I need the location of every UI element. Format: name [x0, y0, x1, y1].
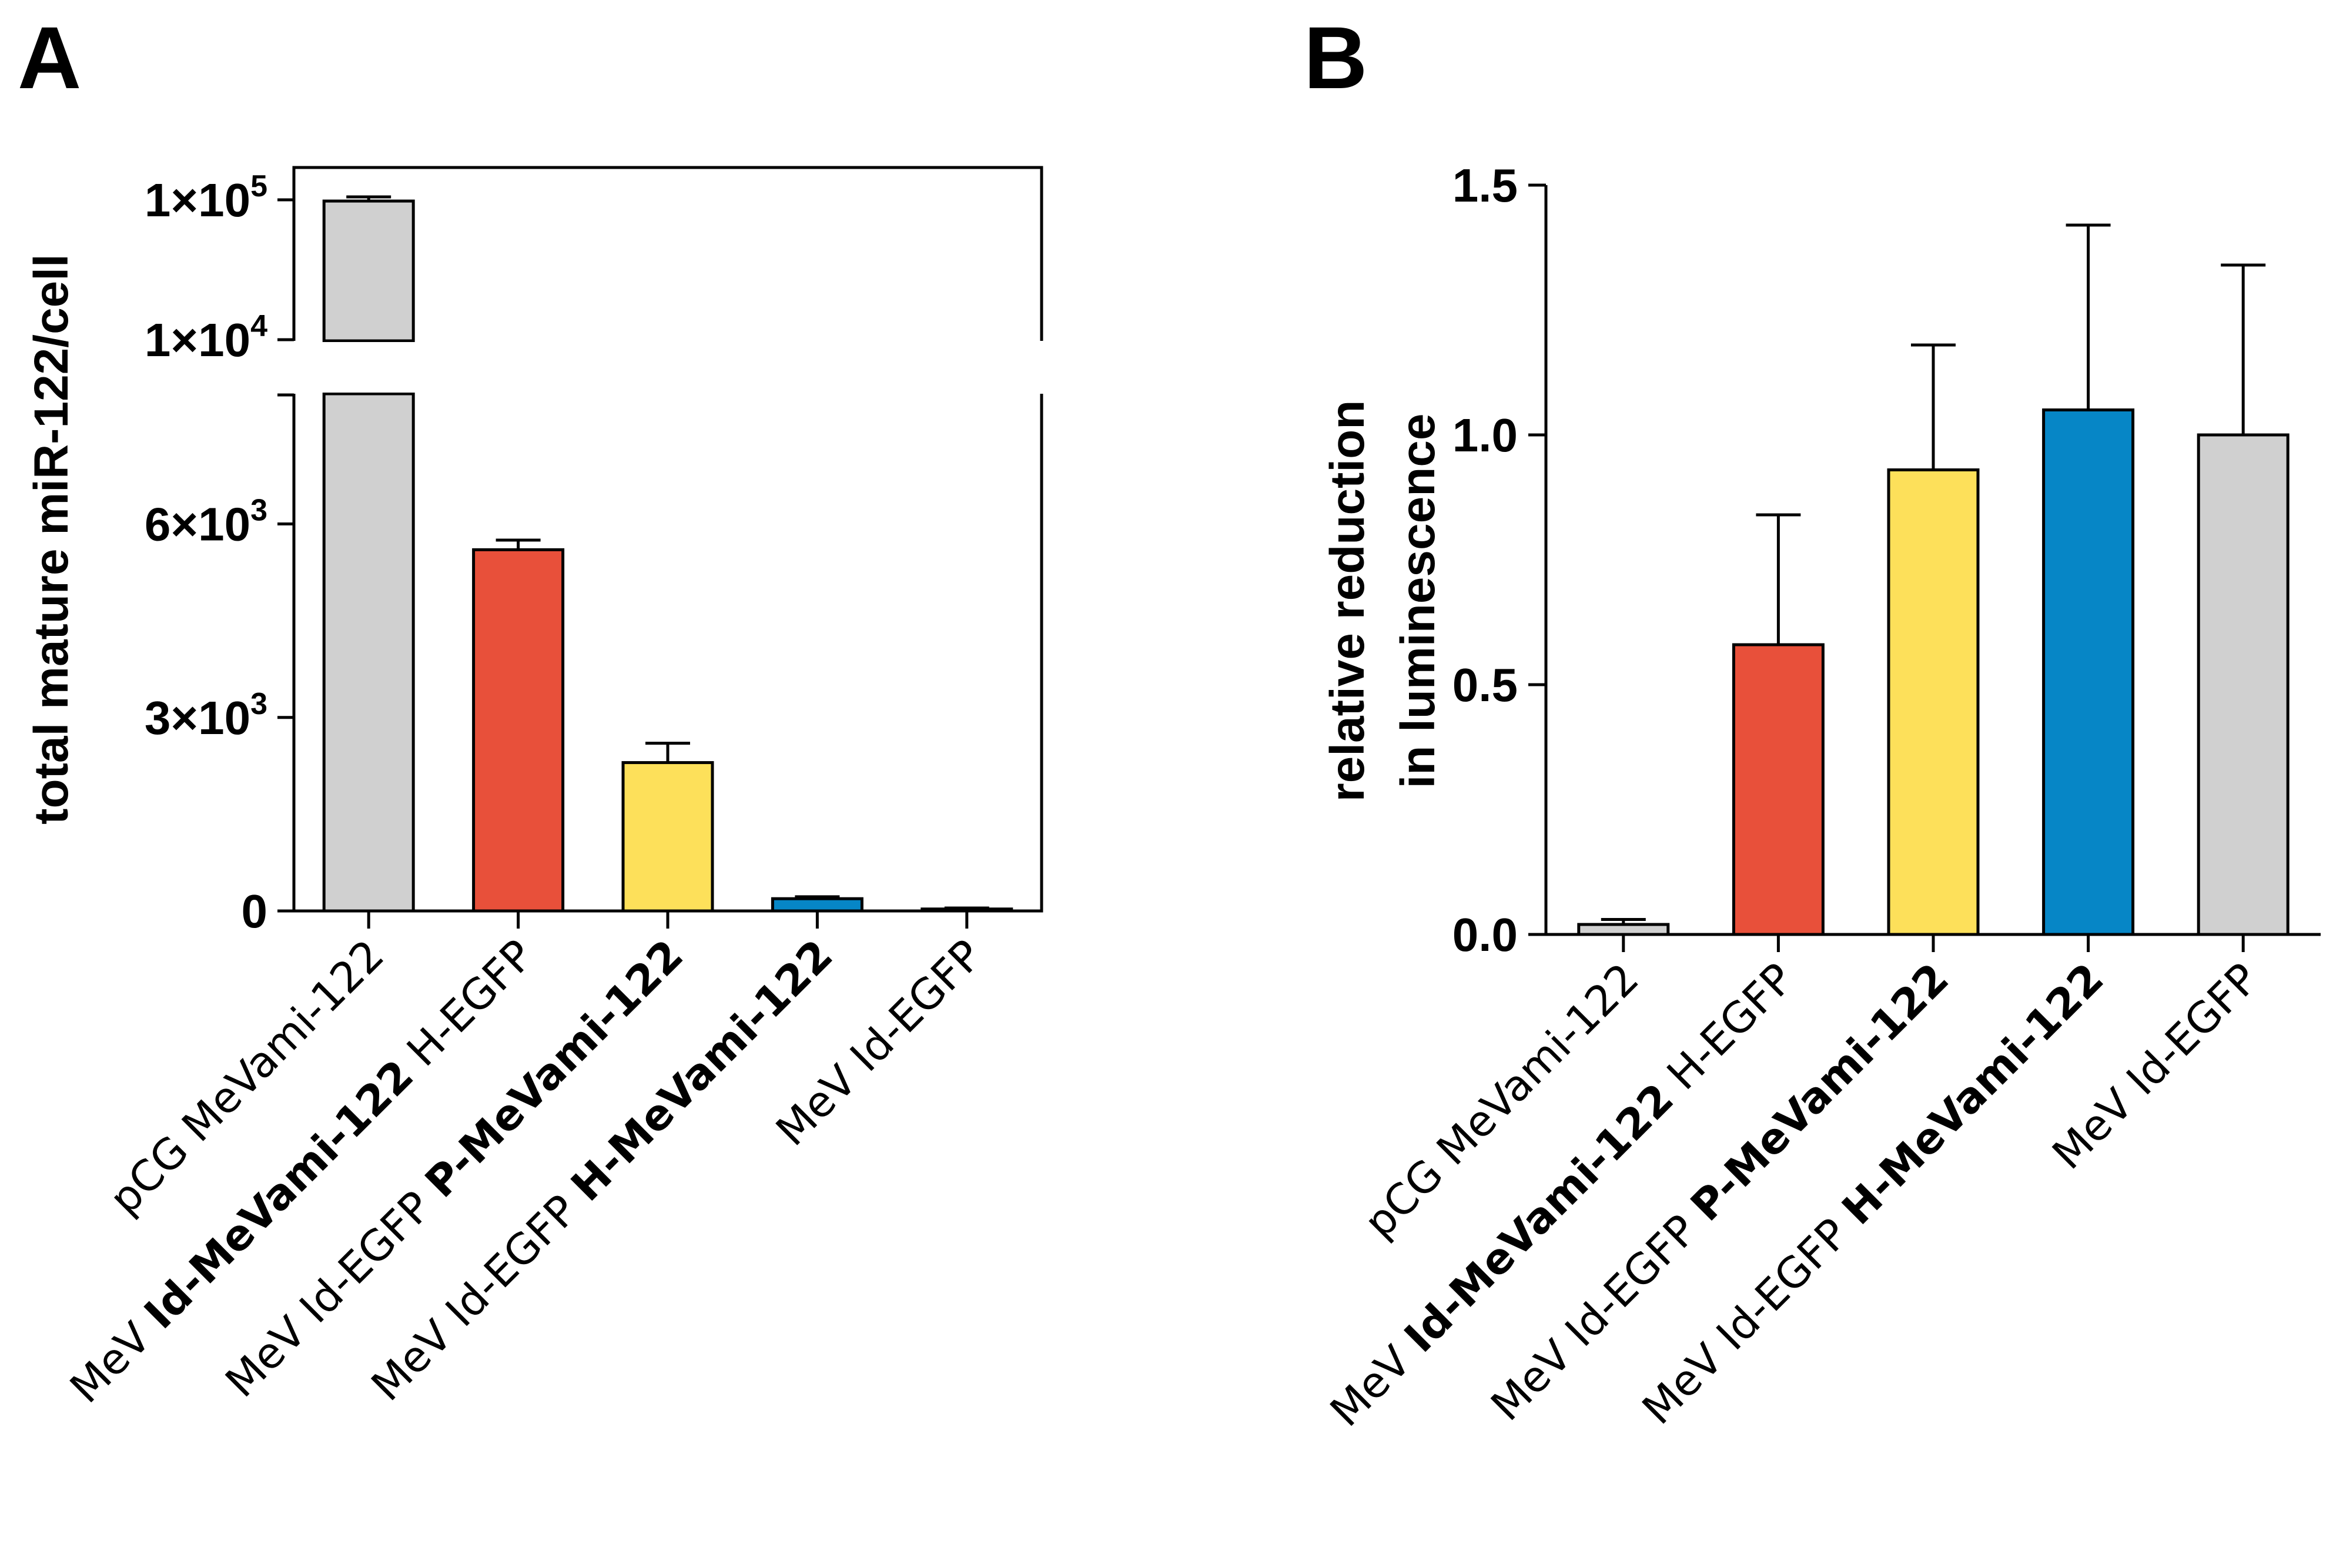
- y-tick-label: 1.5: [1452, 159, 1518, 212]
- y-axis-title: total mature miR-122/cell: [25, 254, 78, 825]
- error-bar: [2066, 223, 2111, 410]
- panel-a-letter: A: [18, 8, 81, 107]
- error-bar: [346, 195, 391, 202]
- bar-lower: [322, 392, 415, 913]
- category-label: pCG MeVami-122: [100, 930, 394, 1224]
- error-bar: [944, 906, 989, 910]
- error-bar: [645, 742, 690, 763]
- bar: [1887, 468, 1980, 936]
- bar: [771, 897, 863, 913]
- error-bar: [795, 895, 840, 899]
- panel-b-letter: B: [1304, 8, 1367, 107]
- error-bar: [1756, 513, 1801, 645]
- error-bar: [2221, 263, 2266, 435]
- y-axis-title-line2: in luminescence: [1391, 413, 1445, 788]
- y-tick-label: 0: [242, 885, 268, 937]
- bar: [1732, 643, 1825, 936]
- bar: [2042, 408, 2135, 936]
- error-bar: [1601, 918, 1646, 924]
- y-tick-label: 3×103: [145, 687, 267, 744]
- bar: [472, 548, 565, 913]
- bar: [2197, 433, 2290, 936]
- y-tick-label: 1.0: [1452, 409, 1518, 461]
- error-bar: [496, 538, 541, 550]
- y-tick-label: 0.0: [1452, 909, 1518, 961]
- bar: [1577, 923, 1670, 936]
- axis-frame: [292, 166, 1043, 913]
- y-tick-label: 0.5: [1452, 659, 1518, 711]
- y-tick-label: 1×104: [145, 309, 267, 366]
- y-tick-label: 1×105: [145, 169, 267, 226]
- y-axis-title-line1: relative reduction: [1321, 400, 1374, 802]
- error-bar: [1911, 343, 1956, 470]
- y-tick-label: 6×103: [145, 494, 267, 551]
- bar-break-gap: [322, 342, 416, 393]
- bar: [322, 199, 415, 343]
- category-label: pCG MeVami-122: [1354, 954, 1648, 1248]
- bar: [621, 761, 714, 913]
